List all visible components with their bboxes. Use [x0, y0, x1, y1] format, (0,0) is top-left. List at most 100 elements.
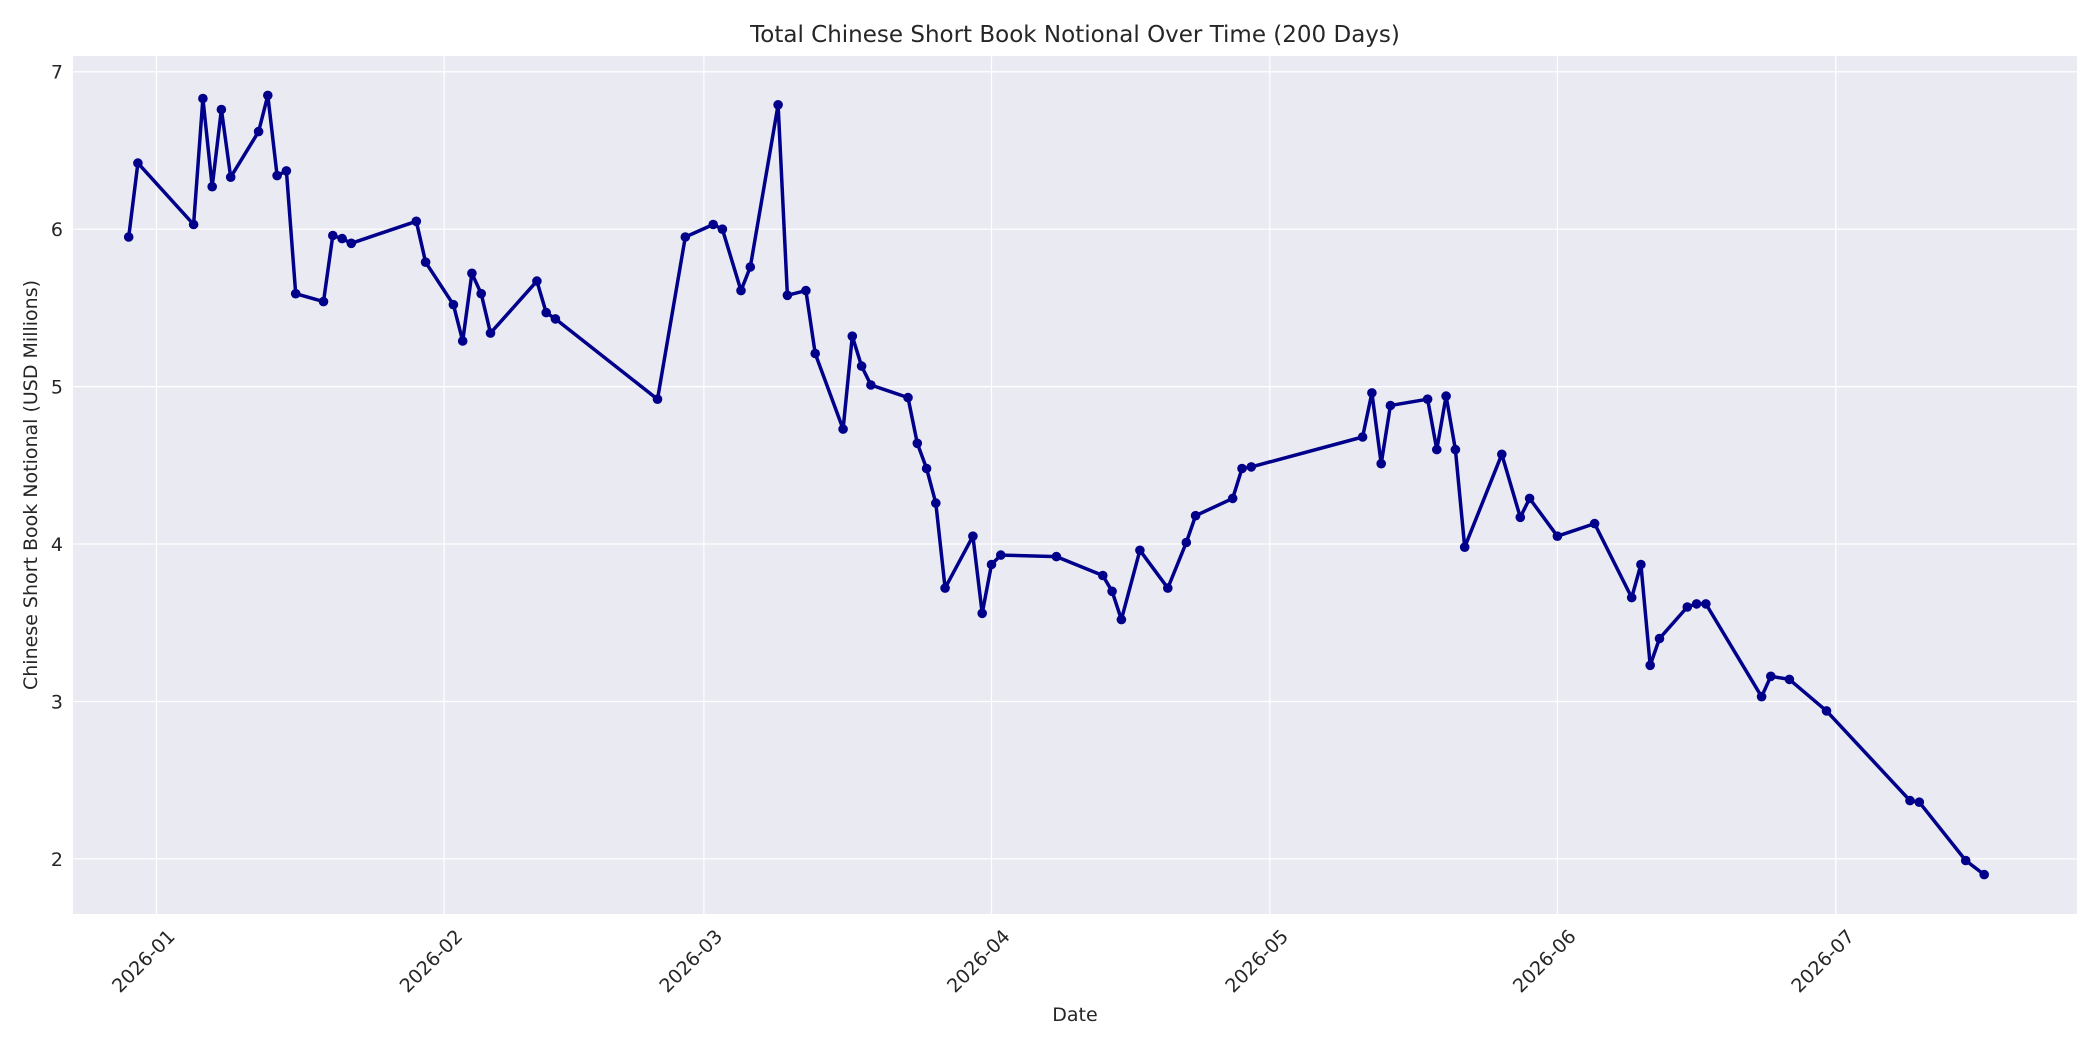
data-point	[1367, 388, 1377, 398]
series-markers	[123, 90, 1989, 880]
data-point	[1524, 493, 1535, 504]
data-point	[1756, 691, 1767, 702]
data-point	[838, 424, 848, 434]
data-point	[541, 307, 551, 318]
data-point	[263, 90, 273, 101]
data-point	[921, 463, 932, 474]
data-point	[1914, 797, 1925, 807]
data-point	[1098, 570, 1108, 581]
data-point	[977, 608, 987, 619]
data-point	[1682, 602, 1693, 612]
data-point	[940, 583, 950, 593]
data-point	[810, 348, 820, 359]
data-point	[225, 172, 236, 182]
data-point	[550, 314, 561, 324]
data-point	[318, 296, 329, 307]
data-point	[207, 181, 217, 192]
data-point	[1821, 706, 1832, 716]
data-point	[1960, 855, 1971, 866]
data-point	[736, 285, 746, 296]
data-point	[1051, 551, 1062, 562]
data-point	[912, 438, 923, 449]
y-tick-label: 7	[51, 62, 63, 84]
data-point	[123, 232, 134, 242]
data-point	[1376, 458, 1386, 469]
data-point	[1116, 614, 1127, 625]
data-point	[253, 126, 264, 137]
x-axis-label: Date	[1052, 1004, 1097, 1026]
data-point	[346, 238, 357, 249]
data-point	[652, 394, 663, 405]
data-point	[1589, 518, 1600, 529]
data-point	[1237, 463, 1247, 474]
data-point	[1246, 462, 1257, 472]
data-point	[903, 392, 913, 403]
data-point	[1190, 510, 1201, 521]
data-point	[328, 230, 338, 241]
data-point	[1645, 660, 1655, 671]
data-point	[847, 331, 858, 342]
data-point	[708, 219, 718, 230]
y-tick-label: 2	[51, 849, 63, 871]
data-point	[1654, 633, 1665, 644]
data-point	[1459, 542, 1470, 552]
data-point	[773, 100, 783, 110]
data-point	[1385, 400, 1396, 411]
data-point	[680, 232, 691, 242]
data-point	[986, 559, 997, 570]
data-point	[290, 288, 301, 299]
data-point	[1979, 869, 1989, 880]
data-point	[866, 380, 876, 390]
data-point	[1905, 795, 1915, 806]
data-point	[745, 262, 756, 272]
data-point	[467, 268, 477, 279]
y-tick-label: 3	[51, 691, 63, 713]
data-point	[856, 361, 867, 371]
data-point	[717, 224, 728, 234]
data-point	[801, 285, 811, 296]
plot-area	[73, 56, 2077, 914]
data-point	[1497, 449, 1507, 460]
y-axis-ticks: 2 3 4 5 6 7	[51, 62, 63, 871]
data-point	[1163, 583, 1173, 593]
data-point	[448, 299, 459, 310]
data-point	[476, 288, 487, 299]
data-point	[420, 257, 431, 268]
data-point	[1135, 545, 1145, 556]
data-point	[1552, 531, 1563, 541]
y-tick-label: 6	[51, 219, 63, 241]
data-point	[1441, 391, 1451, 401]
data-point	[1636, 559, 1646, 570]
data-point	[968, 531, 978, 541]
data-point	[532, 276, 542, 286]
data-point	[1432, 444, 1442, 455]
data-point	[188, 219, 199, 230]
data-point	[1766, 671, 1776, 682]
data-point	[133, 158, 143, 168]
data-point	[337, 233, 347, 244]
data-point	[1422, 394, 1433, 405]
data-point	[485, 328, 496, 338]
data-point	[1626, 592, 1637, 603]
data-point	[198, 93, 208, 104]
data-point	[272, 170, 282, 181]
y-tick-label: 5	[51, 377, 63, 399]
data-point	[1107, 586, 1117, 597]
data-point	[457, 336, 468, 346]
gridlines	[73, 56, 2077, 914]
data-point	[1515, 512, 1526, 523]
data-point	[1450, 444, 1461, 455]
data-point	[216, 104, 227, 115]
data-point	[1701, 599, 1711, 609]
data-point	[1357, 432, 1368, 442]
data-point	[996, 550, 1006, 560]
data-point	[1784, 674, 1795, 685]
data-point	[281, 166, 292, 176]
data-point	[782, 290, 793, 301]
y-tick-label: 4	[51, 534, 63, 556]
data-point	[1691, 599, 1702, 609]
data-point	[931, 498, 941, 508]
y-axis-label: Chinese Short Book Notional (USD Million…	[20, 280, 42, 690]
data-point	[411, 216, 422, 227]
